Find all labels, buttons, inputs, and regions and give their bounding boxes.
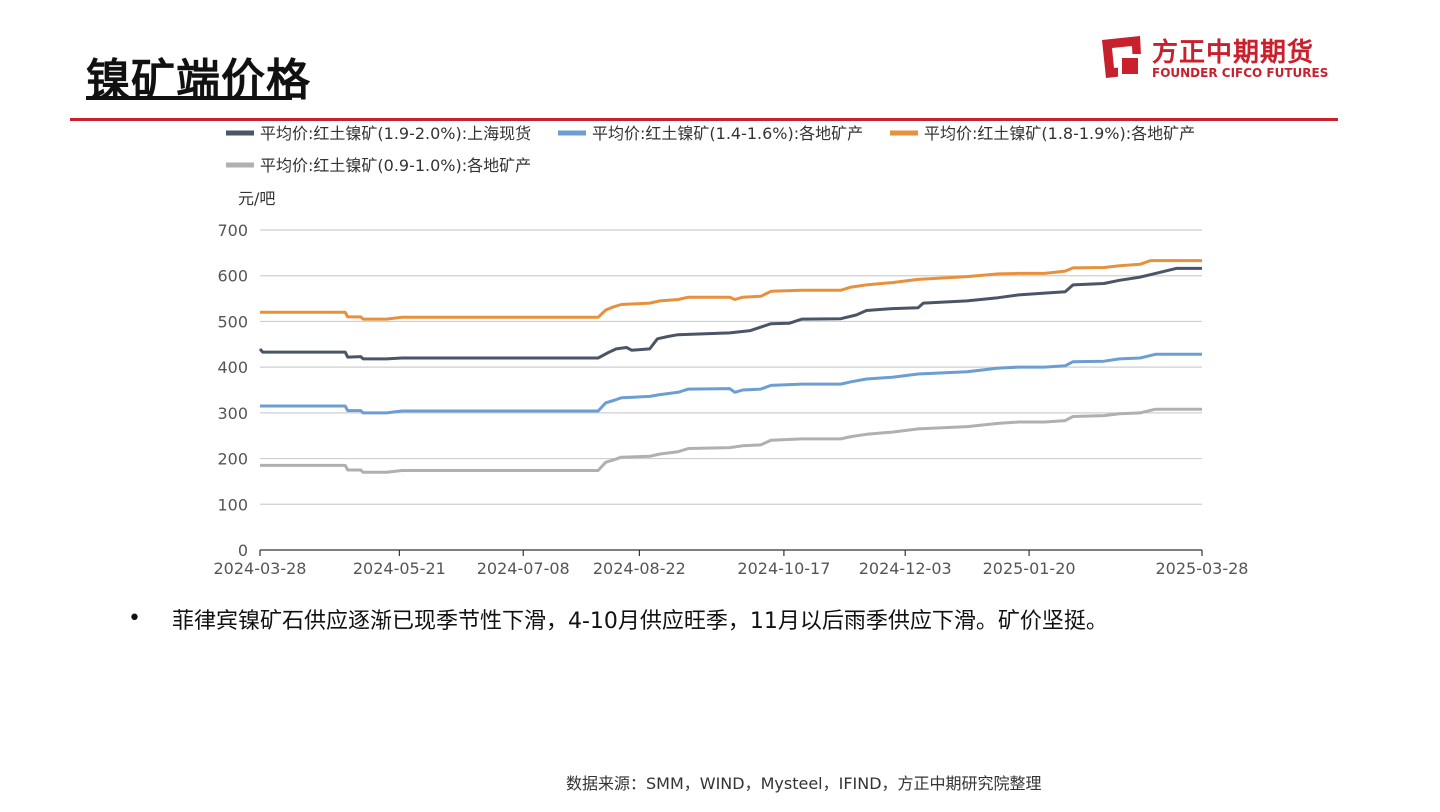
bullet-symbol: • bbox=[128, 606, 141, 631]
y-tick-label: 400 bbox=[217, 358, 248, 377]
x-tick-label: 2024-10-17 bbox=[737, 559, 830, 578]
chart-legend: 平均价:红土镍矿(1.9-2.0%):上海现货 平均价:红土镍矿(1.4-1.6%… bbox=[226, 124, 1195, 175]
nickel-ore-price-chart: 平均价:红土镍矿(1.9-2.0%):上海现货 平均价:红土镍矿(1.4-1.6%… bbox=[214, 124, 1249, 578]
y-tick-label: 700 bbox=[217, 221, 248, 240]
logo-english-name: FOUNDER CIFCO FUTURES bbox=[1152, 66, 1329, 80]
x-tick-label: 2025-01-20 bbox=[983, 559, 1076, 578]
x-tick-label: 2024-08-22 bbox=[593, 559, 686, 578]
x-axis: 2024-03-28 2024-05-21 2024-07-08 2024-08-22… bbox=[214, 549, 1249, 578]
series-line-1 bbox=[258, 266, 1202, 361]
series-line-2 bbox=[260, 352, 1202, 415]
y-axis-ticks: 0 100 200 300 400 500 600 700 bbox=[217, 221, 248, 560]
x-tick-label: 2025-03-28 bbox=[1156, 559, 1249, 578]
x-tick-label: 2024-03-28 bbox=[214, 559, 307, 578]
chart-series bbox=[258, 259, 1202, 474]
y-tick-label: 600 bbox=[217, 267, 248, 286]
x-tick-label: 2024-12-03 bbox=[859, 559, 952, 578]
series-line-3 bbox=[260, 259, 1202, 321]
legend-label: 平均价:红土镍矿(1.9-2.0%):上海现货 bbox=[260, 124, 531, 143]
logo-chinese-name: 方正中期期货 bbox=[1152, 38, 1315, 68]
data-source: 数据来源：SMM，WIND，Mysteel，IFIND，方正中期研究院整理 bbox=[566, 774, 1042, 793]
legend-label: 平均价:红土镍矿(0.9-1.0%):各地矿产 bbox=[260, 156, 531, 175]
founder-logo-icon bbox=[1102, 36, 1142, 78]
company-logo: 方正中期期货 FOUNDER CIFCO FUTURES bbox=[1098, 34, 1338, 84]
header-divider bbox=[70, 118, 1338, 121]
legend-label: 平均价:红土镍矿(1.4-1.6%):各地矿产 bbox=[592, 124, 863, 143]
y-tick-label: 100 bbox=[217, 495, 248, 514]
y-tick-label: 0 bbox=[238, 541, 248, 560]
y-tick-label: 500 bbox=[217, 312, 248, 331]
series-line-4 bbox=[260, 407, 1202, 474]
bullet-text: 菲律宾镍矿石供应逐渐已现季节性下滑，4-10月供应旺季，11月以后雨季供应下滑。… bbox=[172, 609, 1108, 634]
title-underline bbox=[86, 96, 292, 100]
x-tick-label: 2024-05-21 bbox=[353, 559, 446, 578]
x-tick-label: 2024-07-08 bbox=[477, 559, 570, 578]
y-tick-label: 300 bbox=[217, 404, 248, 423]
y-axis-label: 元/吧 bbox=[238, 189, 275, 208]
legend-label: 平均价:红土镍矿(1.8-1.9%):各地矿产 bbox=[924, 124, 1195, 143]
y-tick-label: 200 bbox=[217, 450, 248, 469]
